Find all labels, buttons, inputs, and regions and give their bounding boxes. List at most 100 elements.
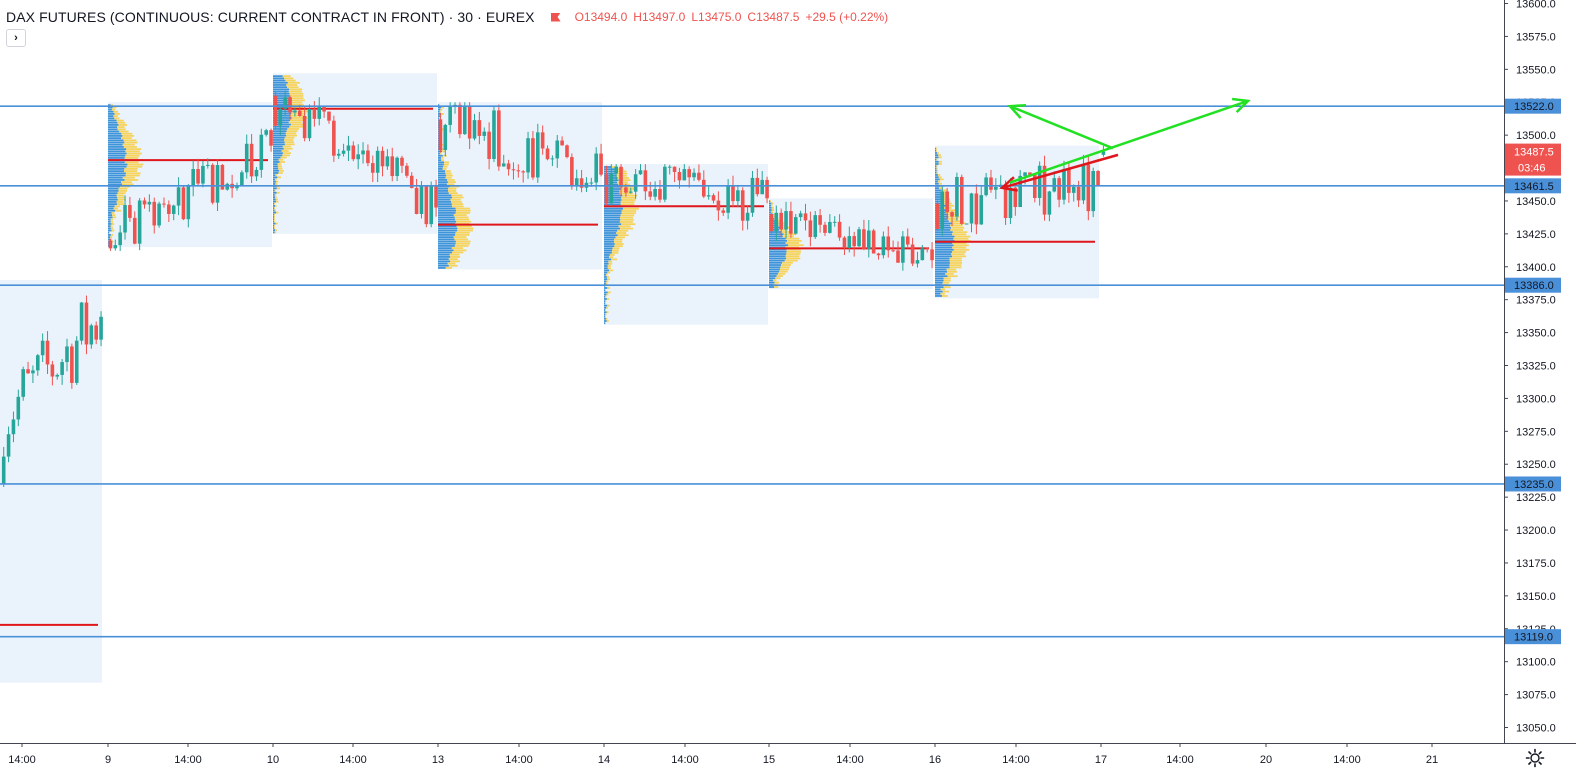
profile-bar-up [273, 130, 287, 133]
profile-bar-down [621, 199, 636, 201]
candle-body [225, 183, 230, 190]
profile-bar-up [604, 302, 606, 305]
profile-bar-down [938, 156, 942, 159]
profile-bar-down [124, 161, 139, 164]
candle-body [667, 166, 672, 168]
price-tick-label: 13050.0 [1516, 723, 1556, 735]
profile-bar-up [935, 193, 943, 196]
profile-bar-down [449, 253, 460, 256]
profile-bar-down [282, 152, 292, 155]
candle-body [871, 230, 876, 254]
candle-body [409, 175, 414, 188]
profile-bar-up [273, 198, 276, 201]
profile-bar-up [438, 172, 446, 175]
profile-bar-down [121, 181, 132, 184]
annotation-arrow [1009, 99, 1249, 184]
profile-bar-down [277, 165, 282, 168]
profile-bar-down [945, 204, 955, 207]
profile-bar-down [452, 205, 464, 208]
candle-body [905, 236, 910, 245]
candle-body [1081, 164, 1086, 201]
profile-bar-down [110, 225, 113, 228]
profile-bar-up [604, 249, 613, 252]
candle-body [380, 150, 385, 167]
time-tick-label: 14 [598, 754, 610, 766]
profile-bar-up [604, 317, 606, 320]
profile-bar-up [604, 221, 620, 223]
profile-bar-up [604, 238, 615, 241]
profile-bar-down [617, 234, 629, 237]
profile-bar-down [289, 125, 303, 128]
profile-bar-up [438, 108, 441, 111]
profile-bar-up [769, 259, 785, 262]
profile-bar-up [604, 194, 623, 197]
ohlc-high: H13497.0 [633, 10, 686, 24]
candle-body [385, 156, 390, 167]
time-tick-label: 14:00 [1002, 754, 1030, 766]
candle-body [317, 106, 322, 119]
candle-body [1091, 170, 1095, 212]
candle-body [687, 169, 691, 178]
candle-body [1096, 170, 1100, 186]
candle-body [989, 177, 993, 190]
candle-body [793, 217, 798, 234]
profile-bar-up [604, 311, 607, 314]
candle-body [11, 419, 16, 435]
profile-bar-down [275, 180, 279, 183]
profile-bar-up [438, 192, 449, 195]
profile-bar-up [108, 139, 124, 142]
profile-bar-up [273, 103, 290, 106]
profile-bar-down [771, 209, 775, 211]
profile-bar-up [273, 143, 285, 146]
profile-bar-down [620, 201, 635, 204]
profile-bar-up [438, 139, 440, 142]
profile-bar-down [274, 194, 277, 196]
candle-body [35, 355, 40, 371]
profile-bar-up [438, 214, 454, 217]
profile-bar-up [108, 163, 128, 166]
candle-body [609, 173, 614, 204]
profile-bar-down [936, 169, 939, 172]
profile-bar-up [438, 258, 449, 261]
candle-body [273, 95, 278, 126]
profile-bar-down [621, 196, 636, 199]
profile-bar-up [438, 253, 450, 256]
profile-bar-down [118, 190, 128, 192]
profile-bar-down [445, 172, 452, 175]
collapse-legend-button[interactable]: › [6, 29, 26, 47]
flag-icon[interactable] [550, 12, 561, 22]
profile-bar-up [438, 124, 440, 126]
candle-body [50, 364, 55, 377]
profile-bar-down [282, 75, 291, 78]
profile-bar-down [605, 289, 606, 292]
profile-bar-down [447, 262, 456, 265]
profile-bar-up [769, 253, 787, 255]
settings-gear-icon[interactable] [1525, 748, 1545, 768]
profile-bar-down [126, 165, 143, 168]
candle-body [624, 187, 628, 193]
profile-bar-up [604, 254, 610, 256]
profile-bar-down [116, 194, 124, 197]
candle-body [910, 244, 915, 264]
time-tick-label: 14:00 [836, 754, 864, 766]
profile-bar-down [779, 268, 789, 271]
candle-body [614, 166, 618, 174]
profile-bar-up [438, 154, 443, 157]
profile-bar-down [442, 150, 446, 153]
profile-bar-down [942, 196, 948, 198]
profile-bar-down [447, 181, 456, 184]
profile-bar-up [273, 202, 275, 205]
profile-bar-down [607, 291, 611, 294]
candle-body [1067, 168, 1071, 193]
profile-bar-down [786, 239, 802, 242]
profile-bar-up [273, 134, 287, 137]
profile-bar-down [454, 238, 468, 241]
profile-bar-up [438, 247, 452, 250]
profile-bar-up [604, 256, 610, 259]
time-tick-label: 14:00 [8, 754, 36, 766]
profile-bar-up [108, 150, 126, 153]
candle-body [862, 229, 866, 250]
ohlc-change: +29.5 (+0.22%) [805, 10, 889, 24]
profile-bar-down [620, 218, 634, 221]
